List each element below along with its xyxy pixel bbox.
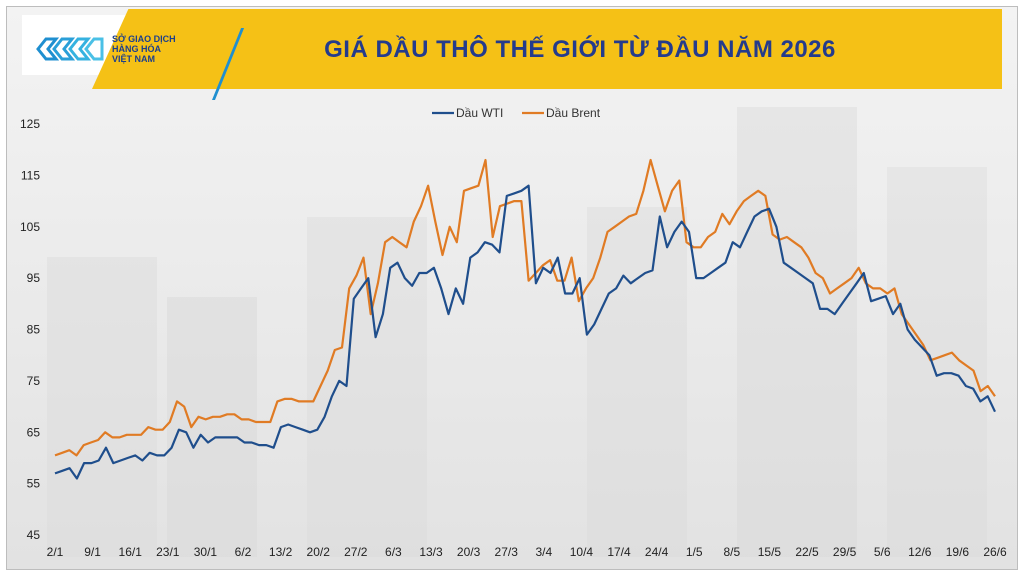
x-tick-label: 27/3 [495, 545, 519, 559]
logo-line-2: HÀNG HÓA [112, 44, 161, 54]
x-tick-label: 1/5 [686, 545, 703, 559]
y-axis: 45 55 65 75 85 95 105 115 125 [20, 117, 40, 542]
x-tick-label: 19/6 [946, 545, 970, 559]
x-tick-label: 20/2 [307, 545, 331, 559]
title-banner [92, 9, 1002, 89]
x-tick-label: 27/2 [344, 545, 368, 559]
x-tick-label: 24/4 [645, 545, 669, 559]
x-tick-label: 6/2 [235, 545, 252, 559]
x-tick-label: 20/3 [457, 545, 481, 559]
x-tick-label: 5/6 [874, 545, 891, 559]
y-tick-label: 105 [20, 220, 40, 234]
y-tick-label: 115 [21, 168, 40, 182]
y-tick-label: 125 [20, 117, 40, 131]
y-tick-label: 95 [27, 271, 41, 285]
y-tick-label: 65 [27, 425, 41, 439]
x-tick-label: 9/1 [84, 545, 101, 559]
x-tick-label: 30/1 [194, 545, 218, 559]
series-lines [54, 158, 996, 480]
x-tick-label: 3/4 [535, 545, 552, 559]
y-tick-label: 75 [27, 374, 41, 388]
chart-title: GIÁ DẦU THÔ THẾ GIỚI TỪ ĐẦU NĂM 2026 [324, 36, 836, 63]
x-tick-label: 2/1 [47, 545, 64, 559]
x-tick-label: 8/5 [723, 545, 740, 559]
x-axis: 2/1 9/1 16/1 23/1 30/1 6/2 13/2 20/2 27/2 6/3 13/3… [47, 545, 1007, 559]
y-tick-label: 45 [27, 528, 41, 542]
x-tick-label: 26/6 [983, 545, 1007, 559]
x-tick-label: 23/1 [156, 545, 180, 559]
x-tick-label: 13/2 [269, 545, 293, 559]
x-tick-label: 12/6 [908, 545, 932, 559]
series-line-wti [54, 184, 996, 480]
exchange-logo-text: SỞ GIAO DỊCH HÀNG HÓA VIỆT NAM [112, 34, 202, 64]
chart-legend: Dầu WTI Dầu Brent [432, 106, 601, 120]
y-tick-label: 85 [27, 323, 41, 337]
x-tick-label: 29/5 [833, 545, 857, 559]
x-tick-label: 15/5 [758, 545, 782, 559]
x-tick-label: 16/1 [119, 545, 143, 559]
x-tick-label: 22/5 [795, 545, 819, 559]
legend-label: Dầu Brent [546, 106, 601, 120]
x-tick-label: 17/4 [607, 545, 631, 559]
logo-line-3: VIỆT NAM [112, 54, 156, 64]
x-tick-label: 6/3 [385, 545, 402, 559]
series-line-brent [54, 158, 996, 457]
y-tick-label: 55 [27, 477, 41, 491]
exchange-logo-icon [36, 37, 104, 61]
x-tick-label: 13/3 [419, 545, 443, 559]
logo-line-1: SỞ GIAO DỊCH [112, 34, 176, 44]
legend-label: Dầu WTI [456, 106, 503, 120]
x-tick-label: 10/4 [570, 545, 594, 559]
